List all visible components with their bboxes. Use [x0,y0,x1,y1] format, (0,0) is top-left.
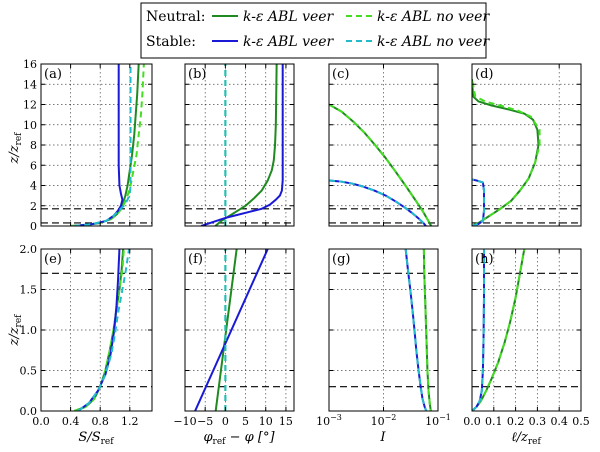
x-tick-label: 1.2 [121,415,139,428]
legend-neutral-veer-text: k-ε ABL veer [243,9,335,25]
x-tick-label: −5 [197,415,213,428]
y-tick-label: 12 [23,99,37,112]
panel-f: −10 −5 0 5 10 15 (f) [173,248,295,428]
series-line-neutral_veer [329,103,433,226]
x-tick-label: 15 [279,415,293,428]
panel-a: 0 2 4 6 8 10 12 14 16 (a) [23,58,153,233]
y-tick-label: 16 [23,58,37,71]
x-tick-label: 0.2 [507,415,525,428]
x-tick-label: −10 [173,415,196,428]
series-line-stable_veer [194,249,269,411]
y-tick-label: 6 [30,159,37,172]
x-tick-label: 10 [259,415,273,428]
series-line-neutral_veer [70,64,140,226]
legend-stable-veer-text: k-ε ABL veer [243,34,335,50]
legend-neutral-noveer-text: k-ε ABL no veer [377,9,490,25]
panel-label: (g) [332,252,350,267]
x-tick-label: 10−3 [316,413,342,428]
x-tick-label: 10−2 [371,413,397,428]
x-tick-label: 0.0 [32,415,50,428]
legend: Neutral: Stable: k-ε ABL veer k-ε ABL ve… [140,2,490,59]
panel-e: 0.0 0.5 1.0 1.5 2.0 0.0 0.4 0.8 1.2 (e) [20,243,153,428]
panel-label: (h) [475,252,494,267]
panel-d: (d) [471,63,582,227]
y-tick-label: 0.0 [20,405,38,418]
y-axis-label-top: z/zref [7,132,24,165]
x-tick-label: 0.1 [485,415,503,428]
panel-label: (c) [332,67,349,82]
series-line-neutral_noveer [422,249,432,411]
panel-label: (f) [188,252,203,267]
y-tick-label: 0.5 [20,365,38,378]
x-tick-label: 0 [222,415,229,428]
x-tick-label: 5 [242,415,249,428]
x-tick-label: 0.3 [529,415,547,428]
series-line-neutral_noveer [472,79,541,226]
series-line-stable_noveer [329,179,427,226]
panel-b: (b) [184,63,295,227]
legend-stable-noveer-text: k-ε ABL no veer [377,34,490,50]
y-tick-label: 10 [23,119,37,132]
panel-label: (a) [44,67,62,82]
y-tick-label: 14 [23,78,37,91]
series-line-stable_noveer [74,64,132,226]
series-line-neutral_noveer [73,249,125,411]
panel-g: 10−3 10−2 10−1 (g) [316,248,451,428]
y-tick-label: 2.0 [20,243,38,256]
y-tick-label: 2 [30,200,37,213]
series-line-stable_noveer [77,249,131,411]
panel-label: (b) [188,67,206,82]
legend-stable-label: Stable: [146,34,196,50]
panel-label: (d) [475,67,493,82]
y-tick-label: 1.0 [20,324,38,337]
x-tick-label: 0.5 [572,415,590,428]
legend-neutral-label: Neutral: [146,9,205,25]
x-tick-label: 0.8 [91,415,109,428]
x-axis-label-h: ℓ/zref [511,430,541,447]
y-tick-label: 0 [30,220,37,233]
series-line-stable_veer [200,64,284,226]
x-axis-label-e: S/Sref [78,430,114,447]
series-line-neutral_veer [214,64,278,226]
x-tick-label: 0.4 [550,415,568,428]
panel-label: (e) [44,252,62,267]
series-line-neutral_noveer [329,103,433,226]
series-line-stable_veer [329,179,427,226]
series-line-stable_noveer [404,249,428,411]
legend-frame [140,2,487,59]
x-tick-label: 10−1 [425,413,451,428]
y-tick-label: 4 [30,180,37,193]
x-tick-label: 0.4 [62,415,80,428]
x-axis-label-f: φref − φ [°] [203,430,275,447]
y-tick-label: 1.5 [20,284,38,297]
series-line-stable_noveer [472,178,485,226]
x-tick-label: 0.0 [463,415,481,428]
series-line-stable_noveer [472,249,485,411]
x-axis-label-g: I [379,430,386,445]
y-tick-label: 8 [30,139,37,152]
panel-h: 0.0 0.1 0.2 0.3 0.4 0.5 (h) [463,248,590,428]
panel-c: (c) [328,63,439,227]
series-line-stable_veer [74,64,124,226]
series-line-neutral_veer [472,79,540,226]
